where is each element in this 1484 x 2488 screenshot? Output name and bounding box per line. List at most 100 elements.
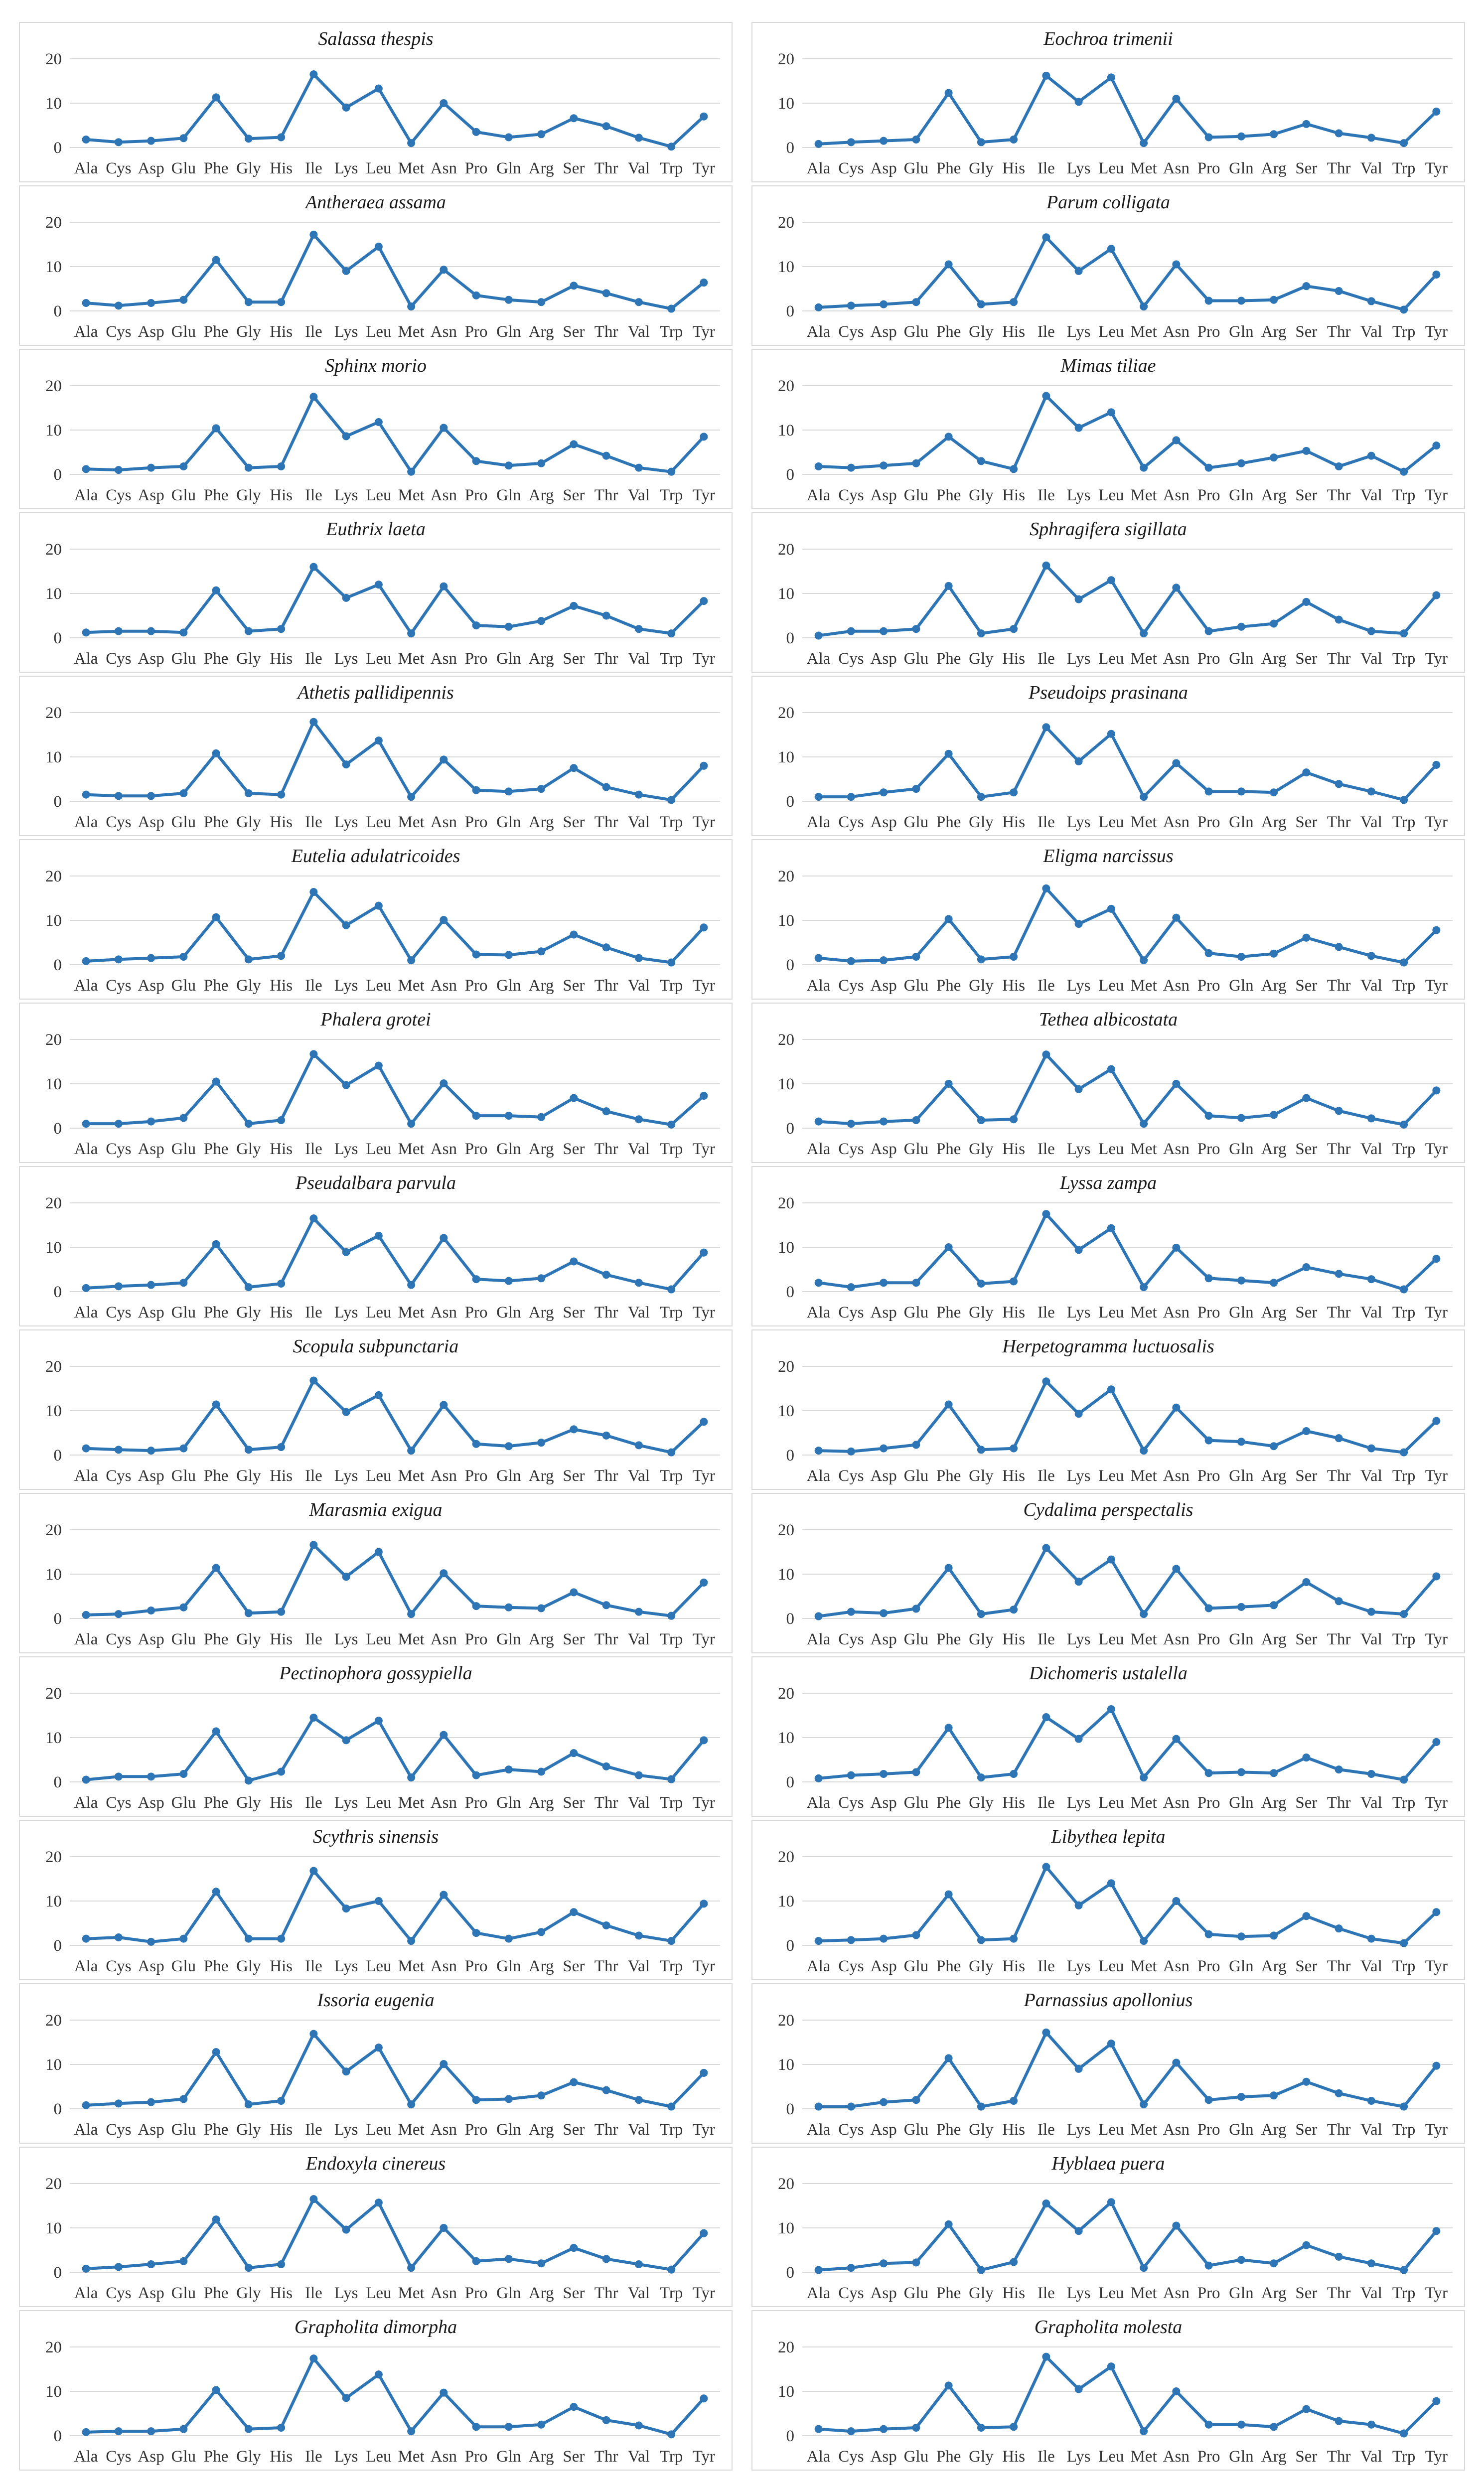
chart-panel: Lyssa zampa 0 10 20 Ala Cys Asp Glu Phe Gly His Ile… (751, 1166, 1465, 1326)
x-tick-label: Val (1360, 977, 1382, 995)
data-point (1204, 787, 1213, 796)
x-tick-label: Gly (969, 159, 994, 177)
data-point (244, 1283, 253, 1292)
y-tick-label: 20 (778, 50, 794, 68)
data-point (244, 627, 253, 635)
data-point (912, 1279, 920, 1287)
data-point (1237, 1114, 1245, 1122)
x-tick-label: Met (1131, 813, 1157, 831)
data-point (1335, 2089, 1343, 2097)
data-point (472, 128, 480, 136)
x-tick-label: Asp (871, 159, 897, 177)
x-tick-label: Leu (1098, 323, 1124, 341)
x-tick-label: Val (1360, 1304, 1382, 1321)
data-point (847, 627, 855, 635)
x-tick-label: Asp (871, 2121, 897, 2139)
x-tick-label: Ser (1295, 2121, 1317, 2139)
data-point (309, 1867, 318, 1875)
x-tick-label: Ala (807, 1630, 831, 1648)
x-tick-label: Val (628, 1794, 650, 1812)
y-tick-label: 20 (778, 2175, 794, 2193)
data-point (342, 921, 350, 929)
data-point (277, 133, 286, 142)
x-tick-label: Ala (74, 2284, 98, 2302)
data-point (1172, 584, 1181, 592)
data-point (1367, 1275, 1375, 1284)
data-point (1335, 1107, 1343, 1115)
series-line (86, 565, 705, 635)
x-tick-label: Ala (74, 2448, 98, 2466)
x-tick-label: Pro (465, 1304, 488, 1321)
x-tick-label: Glu (171, 1140, 196, 1158)
x-tick-label: Lys (334, 2448, 358, 2466)
data-point (667, 958, 676, 967)
data-point (440, 424, 448, 432)
chart-title: Grapholita molesta (1034, 2317, 1183, 2338)
chart-title: Endoxyla cinereus (305, 2153, 446, 2174)
data-point (179, 462, 188, 470)
x-tick-label: Leu (1098, 650, 1124, 668)
series-line (86, 1217, 705, 1291)
x-tick-label: Lys (334, 2121, 358, 2139)
x-tick-label: Gly (236, 159, 261, 177)
x-tick-label: Cys (106, 2121, 131, 2139)
data-point (1042, 2199, 1050, 2208)
x-tick-label: Trp (660, 159, 683, 177)
data-point (700, 1900, 708, 1908)
x-tick-label: Trp (1392, 486, 1416, 504)
y-tick-label: 20 (778, 214, 794, 232)
x-tick-label: Pro (1197, 1467, 1220, 1485)
data-point (1367, 2096, 1375, 2105)
x-tick-label: Trp (660, 813, 683, 831)
y-tick-label: 20 (778, 2339, 794, 2356)
x-tick-label: His (1002, 1794, 1025, 1812)
x-tick-label: Cys (106, 650, 131, 668)
x-tick-label: Asp (871, 650, 897, 668)
x-tick-label: Arg (529, 486, 554, 504)
x-tick-label: Val (628, 2284, 650, 2302)
x-tick-label: Ala (807, 1467, 831, 1485)
y-tick-label: 10 (778, 748, 794, 766)
data-point (1237, 1932, 1245, 1941)
data-point (1400, 2266, 1408, 2274)
y-tick-label: 20 (45, 1031, 62, 1049)
data-point (374, 84, 383, 93)
data-point (277, 298, 286, 306)
data-point (634, 2421, 643, 2430)
chart-panel: Scopula subpunctaria 0 10 20 Ala Cys Asp Glu Phe… (19, 1329, 733, 1490)
data-point (179, 295, 188, 304)
data-point (880, 1117, 888, 1126)
data-point (277, 2096, 286, 2105)
x-tick-label: His (1002, 1140, 1025, 1158)
x-tick-label: Tyr (1425, 1140, 1448, 1158)
data-point (244, 1934, 253, 1943)
data-point (602, 2255, 610, 2263)
y-tick-label: 20 (45, 868, 62, 885)
data-point (1140, 302, 1148, 311)
data-point (1074, 98, 1083, 106)
x-tick-label: Lys (334, 1957, 358, 1975)
x-tick-label: Trp (1392, 1630, 1416, 1648)
x-tick-label: Asp (871, 1630, 897, 1648)
data-point (912, 785, 920, 793)
x-tick-label: Ile (1038, 650, 1055, 668)
x-tick-label: Ile (1038, 1957, 1055, 1975)
x-tick-label: Asn (1163, 1140, 1189, 1158)
x-tick-label: Asn (431, 1467, 457, 1485)
chart-panel: Sphinx morio 0 10 20 Ala Cys Asp Glu Phe Gly His Il… (19, 349, 733, 509)
x-tick-label: Val (1360, 2121, 1382, 2139)
data-point (700, 1736, 708, 1745)
x-tick-label: Gly (969, 2121, 994, 2139)
x-tick-label: Gln (496, 977, 521, 995)
chart-title: Parnassius apollonius (1024, 1990, 1193, 2011)
data-point (880, 137, 888, 145)
chart-title: Tethea albicostata (1039, 1009, 1178, 1030)
data-point (440, 916, 448, 924)
data-point (1400, 1610, 1408, 1618)
x-tick-label: Ala (807, 323, 831, 341)
chart-title: Parum colligata (1046, 192, 1171, 213)
x-tick-label: Val (1360, 1140, 1382, 1158)
x-tick-label: Tyr (693, 977, 715, 995)
data-point (1237, 459, 1245, 467)
x-tick-label: Trp (660, 1630, 683, 1648)
